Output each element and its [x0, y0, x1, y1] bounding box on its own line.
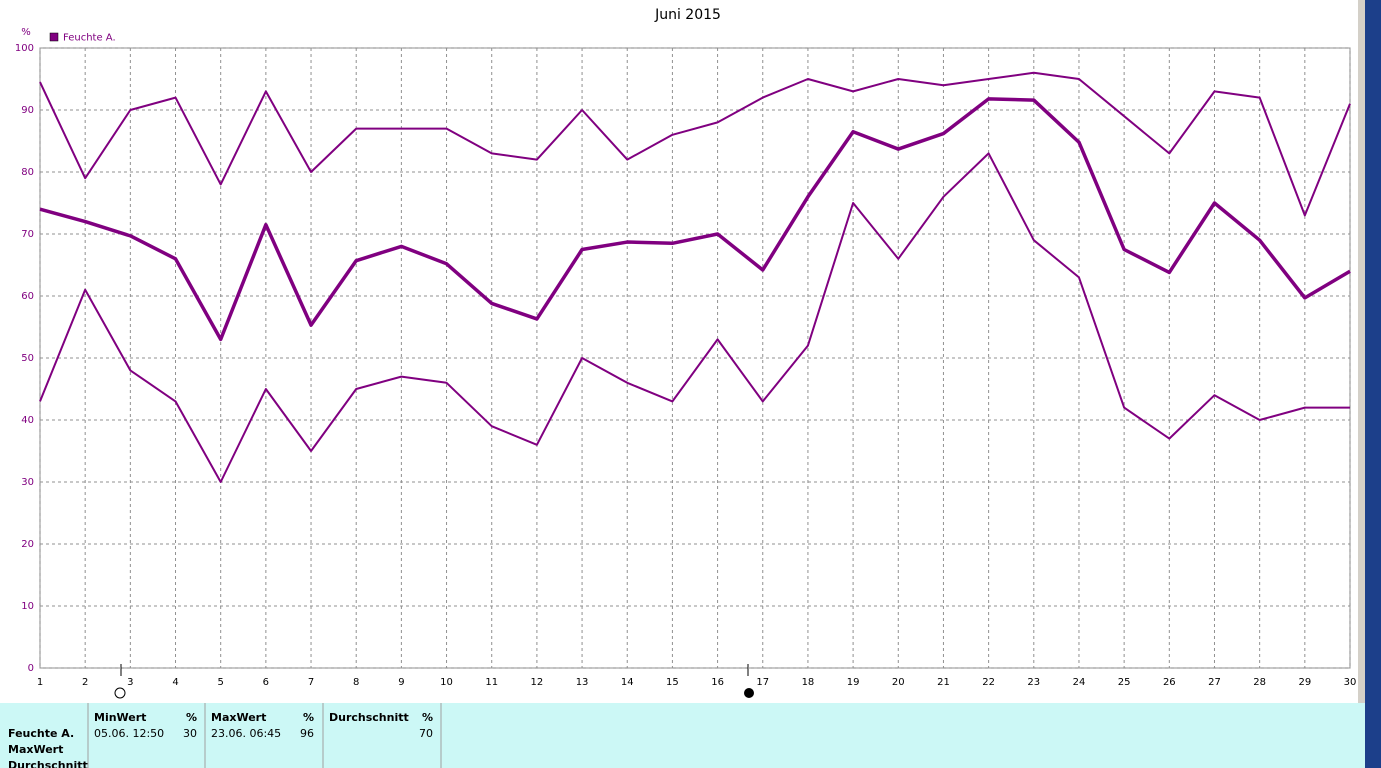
column-time: 05.06. 12:50 — [94, 727, 164, 740]
x-tick-label: 23 — [1027, 677, 1040, 688]
chart-title: Juni 2015 — [654, 7, 721, 23]
column-header: MinWert — [94, 711, 146, 724]
x-tick-label: 27 — [1208, 677, 1221, 688]
column-header: Durchschnitt — [329, 711, 409, 724]
row-label: Durchschnitt — [8, 759, 88, 768]
window-border — [1358, 0, 1365, 768]
x-tick-label: 25 — [1118, 677, 1131, 688]
y-tick-label: 30 — [21, 477, 34, 488]
x-tick-label: 7 — [308, 677, 314, 688]
data-line — [39, 71, 1351, 217]
stats-panel — [0, 703, 1365, 768]
y-tick-label: 40 — [21, 415, 34, 426]
row-label: Feuchte A. — [8, 727, 74, 740]
y-tick-label: 10 — [21, 601, 34, 612]
x-tick-label: 16 — [711, 677, 724, 688]
x-tick-label: 8 — [353, 677, 359, 688]
y-tick-label: 70 — [21, 229, 34, 240]
x-tick-label: 29 — [1298, 677, 1311, 688]
column-header: MaxWert — [211, 711, 266, 724]
x-tick-label: 17 — [756, 677, 769, 688]
column-unit: % — [303, 711, 314, 724]
legend-swatch — [49, 32, 59, 42]
y-tick-label: 0 — [28, 663, 34, 674]
x-tick-label: 2 — [82, 677, 88, 688]
x-tick-label: 13 — [576, 677, 589, 688]
stats-table: Feuchte A. MaxWert Durchschnitt MinWert % 05.… — [8, 703, 442, 768]
full-moon-icon — [744, 688, 754, 698]
x-tick-label: 21 — [937, 677, 950, 688]
x-tick-label: 5 — [218, 677, 224, 688]
y-tick-label: 20 — [21, 539, 34, 550]
x-tick-label: 15 — [666, 677, 679, 688]
column-value: 96 — [300, 727, 314, 740]
x-tick-label: 22 — [982, 677, 995, 688]
x-tick-label: 4 — [172, 677, 178, 688]
x-tick-label: 14 — [621, 677, 634, 688]
y-tick-label: 90 — [21, 105, 34, 116]
y-tick-label: 60 — [21, 291, 34, 302]
x-tick-label: 30 — [1344, 677, 1357, 688]
x-tick-label: 20 — [892, 677, 905, 688]
x-tick-label: 26 — [1163, 677, 1176, 688]
data-line — [39, 152, 1350, 483]
x-tick-label: 10 — [440, 677, 453, 688]
x-tick-label: 18 — [802, 677, 815, 688]
x-tick-label: 19 — [847, 677, 860, 688]
legend-label: Feuchte A. — [63, 33, 116, 44]
x-tick-label: 12 — [531, 677, 544, 688]
x-tick-label: 6 — [263, 677, 269, 688]
column-value: 30 — [183, 727, 197, 740]
y-tick-label: 80 — [21, 167, 34, 178]
x-tick-label: 9 — [398, 677, 404, 688]
row-label: MaxWert — [8, 743, 63, 756]
x-tick-label: 3 — [127, 677, 133, 688]
y-tick-label: 100 — [15, 43, 34, 54]
x-tick-label: 11 — [485, 677, 498, 688]
column-unit: % — [422, 711, 433, 724]
x-tick-label: 1 — [37, 677, 43, 688]
x-tick-label: 28 — [1253, 677, 1266, 688]
column-unit: % — [186, 711, 197, 724]
desktop-strip — [1365, 0, 1381, 768]
y-unit: % — [21, 27, 31, 38]
data-line — [39, 97, 1351, 342]
y-tick-label: 50 — [21, 353, 34, 364]
column-time: 23.06. 06:45 — [211, 727, 281, 740]
column-value: 70 — [419, 727, 433, 740]
new-moon-icon — [114, 687, 126, 699]
x-tick-label: 24 — [1073, 677, 1086, 688]
